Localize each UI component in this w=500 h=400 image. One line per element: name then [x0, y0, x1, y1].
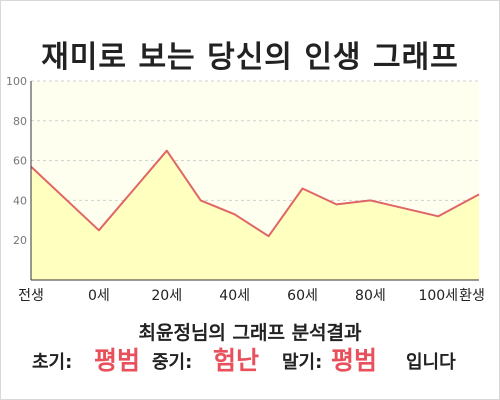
summary-line: 초기: 평범 중기: 험난 말기: 평범 입니다 — [0, 346, 500, 380]
y-tick-labels: 20 40 60 80 100 — [6, 75, 27, 247]
chart-title: 재미로 보는 당신의 인생 그래프 — [41, 40, 459, 75]
early-value: 평범 — [94, 346, 141, 375]
x-tick-label: 100세 — [418, 288, 458, 304]
late-value: 평범 — [331, 346, 378, 375]
mid-label: 중기: — [152, 352, 193, 373]
x-tick-label: 0세 — [88, 288, 110, 304]
x-tick-label: 환생 — [459, 288, 485, 304]
summary-title: 최윤정님의 그래프 분석결과 — [138, 322, 362, 344]
x-tick-label: 20세 — [151, 288, 182, 304]
y-tick-label: 60 — [13, 155, 27, 168]
x-tick-labels: 전생 0세 20세 40세 60세 80세 100세 환생 — [18, 288, 485, 304]
life-line — [30, 149, 480, 238]
x-tick-label: 40세 — [219, 288, 250, 304]
early-label: 초기: — [32, 352, 73, 373]
x-tick-label: 60세 — [287, 288, 318, 304]
grid-lines — [31, 80, 479, 241]
summary-suffix: 입니다 — [406, 352, 456, 373]
mid-value: 험난 — [213, 346, 260, 375]
life-area-fill — [31, 150, 479, 280]
x-tick-label: 전생 — [18, 288, 44, 304]
late-label: 말기: — [282, 352, 323, 373]
y-tick-label: 100 — [6, 75, 27, 88]
y-tick-label: 40 — [13, 194, 27, 207]
y-tick-label: 80 — [13, 115, 27, 128]
x-tick-label: 80세 — [355, 288, 386, 304]
y-tick-label: 20 — [13, 234, 27, 247]
